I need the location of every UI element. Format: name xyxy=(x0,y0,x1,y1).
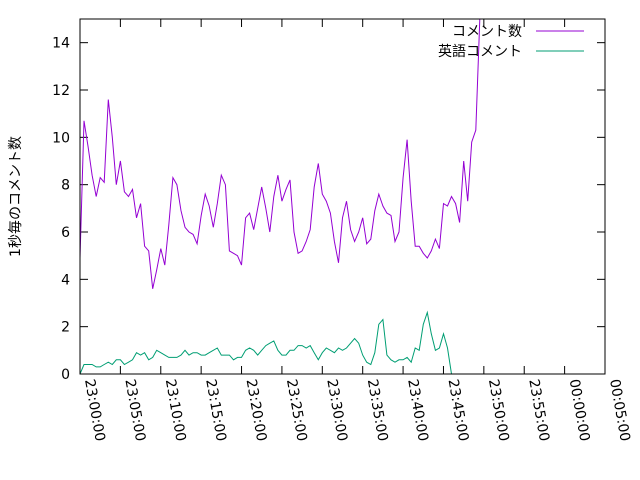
axis-ticks: 0 2 4 6 8 10 12 14 23:00:00 23:05:00 23:10:00 23:15… xyxy=(52,19,633,443)
legend-label: 英語コメント xyxy=(438,43,522,60)
x-tick-label: 23:35:00 xyxy=(364,378,391,443)
series-lines xyxy=(79,18,481,375)
y-tick-label: 0 xyxy=(61,367,70,383)
y-tick-label: 10 xyxy=(52,130,70,146)
x-tick-label: 23:45:00 xyxy=(445,378,472,443)
x-tick-label: 23:30:00 xyxy=(323,378,350,443)
x-tick-label: 23:15:00 xyxy=(202,378,229,443)
x-tick-label: 23:05:00 xyxy=(121,378,148,443)
y-tick-label: 8 xyxy=(61,178,70,194)
x-tick-label: 23:00:00 xyxy=(81,378,108,443)
y-tick-label: 4 xyxy=(61,272,70,288)
y-tick-label: 14 xyxy=(52,36,70,52)
x-tick-label: 23:55:00 xyxy=(525,378,552,443)
x-tick-label: 23:25:00 xyxy=(283,378,310,443)
plot-border xyxy=(79,18,606,375)
x-tick-label: 00:00:00 xyxy=(566,378,593,443)
legend-label: コメント数 xyxy=(452,24,522,40)
y-tick-label: 12 xyxy=(52,83,70,99)
x-tick-label: 23:50:00 xyxy=(485,378,512,443)
y-tick-label: 6 xyxy=(61,225,70,241)
x-tick-label: 23:10:00 xyxy=(162,378,189,443)
x-tick-label: 23:40:00 xyxy=(404,378,431,443)
y-tick-label: 2 xyxy=(61,320,70,336)
x-tick-label: 00:05:00 xyxy=(606,378,633,443)
y-axis-label: 1秒毎のコメント数 xyxy=(8,136,24,257)
x-tick-label: 23:20:00 xyxy=(243,378,270,443)
series-line-english-comments xyxy=(79,310,452,375)
series-line-comments xyxy=(79,18,481,289)
